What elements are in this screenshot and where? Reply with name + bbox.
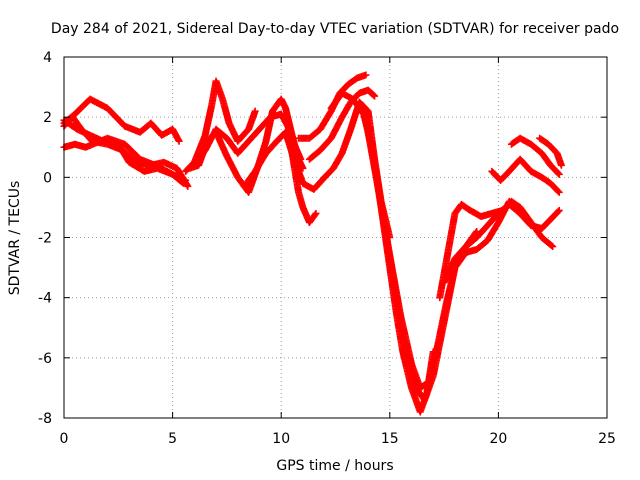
y-tick-label: 0 bbox=[43, 170, 52, 186]
x-tick-label: 25 bbox=[598, 431, 616, 447]
x-tick-label: 15 bbox=[381, 431, 399, 447]
data-point bbox=[311, 211, 319, 219]
plot-frame bbox=[63, 56, 608, 419]
data-point bbox=[554, 208, 562, 216]
series-track-1 bbox=[60, 95, 183, 145]
data-points bbox=[60, 71, 565, 416]
series-track-8 bbox=[240, 128, 320, 226]
y-tick-label: 2 bbox=[43, 110, 52, 126]
x-tick-label: 10 bbox=[272, 431, 290, 447]
series-track-16 bbox=[440, 200, 563, 287]
data-point bbox=[557, 161, 565, 169]
data-point bbox=[547, 242, 555, 250]
data-point bbox=[184, 182, 192, 190]
series-track-11 bbox=[305, 86, 379, 163]
data-point bbox=[554, 187, 562, 195]
chart-title: Day 284 of 2021, Sidereal Day-to-day VTE… bbox=[51, 21, 619, 37]
series-track-17 bbox=[488, 155, 563, 196]
data-point bbox=[251, 107, 259, 115]
data-point bbox=[297, 155, 305, 163]
series-track-7 bbox=[190, 110, 305, 169]
data-point bbox=[555, 188, 563, 196]
axis-ticks: 0 5 10 15 20 25 -8 -6 -4 -2 0 2 4 bbox=[38, 50, 616, 447]
grid bbox=[64, 57, 607, 418]
y-tick-label: -6 bbox=[38, 351, 52, 367]
data-point bbox=[362, 71, 370, 79]
x-axis-label: GPS time / hours bbox=[276, 458, 393, 474]
data-point bbox=[554, 169, 562, 177]
series-track-2 bbox=[60, 134, 187, 187]
y-tick-label: -8 bbox=[38, 411, 52, 427]
data-point bbox=[175, 137, 183, 145]
series-track-15 bbox=[436, 197, 557, 302]
y-tick-label: -4 bbox=[38, 291, 52, 307]
x-tick-label: 5 bbox=[168, 431, 177, 447]
y-tick-label: 4 bbox=[43, 50, 52, 66]
series-track-19 bbox=[536, 134, 565, 169]
series-track-18 bbox=[507, 134, 563, 178]
data-point bbox=[312, 209, 320, 217]
data-point bbox=[549, 243, 557, 251]
data-point bbox=[371, 92, 379, 100]
data-point bbox=[555, 170, 563, 178]
data-point bbox=[370, 91, 378, 99]
x-tick-label: 20 bbox=[489, 431, 507, 447]
data-point bbox=[555, 206, 563, 214]
y-axis-label: SDTVAR / TECUs bbox=[7, 181, 23, 296]
series-track-5 bbox=[182, 77, 259, 175]
data-point bbox=[182, 176, 190, 184]
y-tick-label: -2 bbox=[38, 231, 52, 247]
x-tick-label: 0 bbox=[60, 431, 69, 447]
